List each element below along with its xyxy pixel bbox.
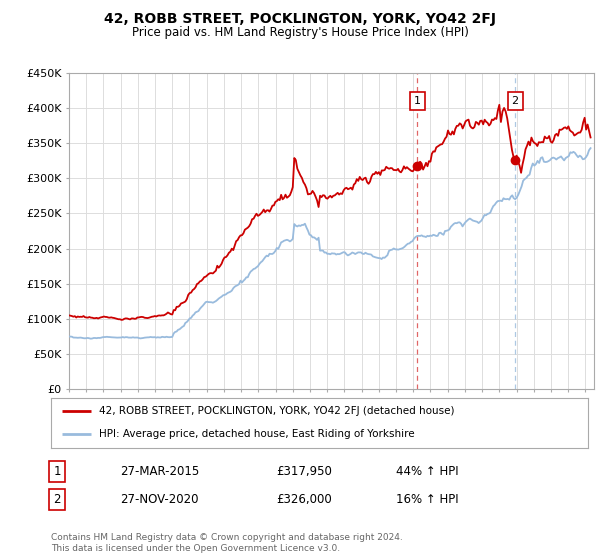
Text: £326,000: £326,000 xyxy=(276,493,332,506)
Text: 44% ↑ HPI: 44% ↑ HPI xyxy=(396,465,458,478)
Text: 2: 2 xyxy=(512,96,519,106)
Text: £317,950: £317,950 xyxy=(276,465,332,478)
Text: 1: 1 xyxy=(414,96,421,106)
Text: 42, ROBB STREET, POCKLINGTON, YORK, YO42 2FJ: 42, ROBB STREET, POCKLINGTON, YORK, YO42… xyxy=(104,12,496,26)
Text: 16% ↑ HPI: 16% ↑ HPI xyxy=(396,493,458,506)
Text: 27-MAR-2015: 27-MAR-2015 xyxy=(120,465,199,478)
Text: 2: 2 xyxy=(53,493,61,506)
Text: Price paid vs. HM Land Registry's House Price Index (HPI): Price paid vs. HM Land Registry's House … xyxy=(131,26,469,39)
Text: 1: 1 xyxy=(53,465,61,478)
Text: 27-NOV-2020: 27-NOV-2020 xyxy=(120,493,199,506)
Text: Contains HM Land Registry data © Crown copyright and database right 2024.
This d: Contains HM Land Registry data © Crown c… xyxy=(51,534,403,553)
Text: 42, ROBB STREET, POCKLINGTON, YORK, YO42 2FJ (detached house): 42, ROBB STREET, POCKLINGTON, YORK, YO42… xyxy=(100,406,455,416)
Text: HPI: Average price, detached house, East Riding of Yorkshire: HPI: Average price, detached house, East… xyxy=(100,430,415,440)
